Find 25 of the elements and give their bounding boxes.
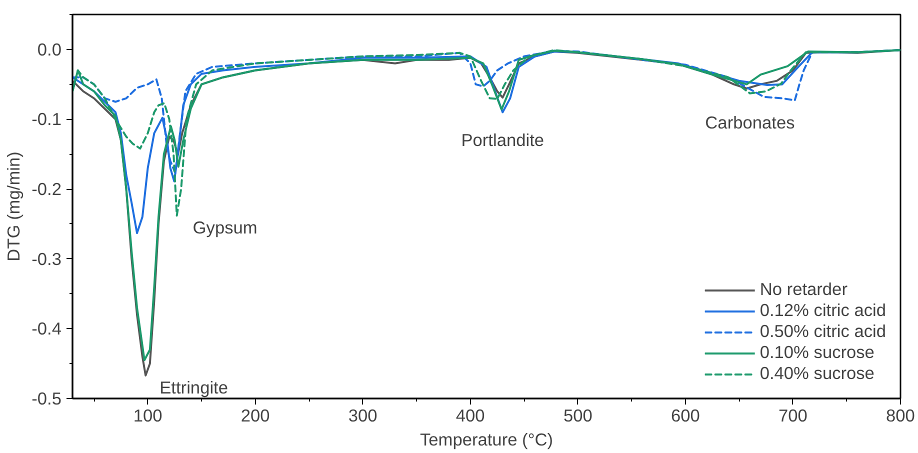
- y-tick-label: -0.2: [32, 179, 62, 200]
- x-tick-label: 700: [778, 406, 808, 426]
- x-axis-title: Temperature (°C): [420, 430, 554, 450]
- x-tick-label: 600: [670, 406, 700, 426]
- legend-label: 0.10% sucrose: [760, 342, 874, 363]
- y-tick-label: -0.4: [32, 318, 62, 339]
- annotation: Ettringite: [160, 377, 228, 398]
- y-tick-label: 0.0: [37, 39, 62, 60]
- legend-label: 0.50% citric acid: [760, 321, 886, 342]
- y-axis-title: DTG (mg/min): [4, 152, 24, 262]
- legend-label: 0.12% citric acid: [760, 300, 886, 321]
- y-tick-label: -0.5: [32, 388, 62, 408]
- y-tick-label: -0.3: [32, 248, 62, 269]
- x-tick-label: 500: [563, 406, 592, 426]
- x-tick-label: 100: [133, 406, 162, 426]
- x-tick-label: 800: [886, 406, 915, 426]
- annotation: Carbonates: [705, 112, 796, 133]
- y-tick-label: -0.1: [32, 109, 62, 130]
- legend-label: 0.40% sucrose: [760, 363, 874, 384]
- x-tick-label: 300: [348, 406, 378, 426]
- annotation: Portlandite: [461, 130, 544, 150]
- x-tick-label: 400: [456, 406, 485, 426]
- annotation: Gypsum: [192, 218, 258, 238]
- x-tick-label: 200: [240, 406, 270, 426]
- legend-label: No retarder: [760, 279, 848, 300]
